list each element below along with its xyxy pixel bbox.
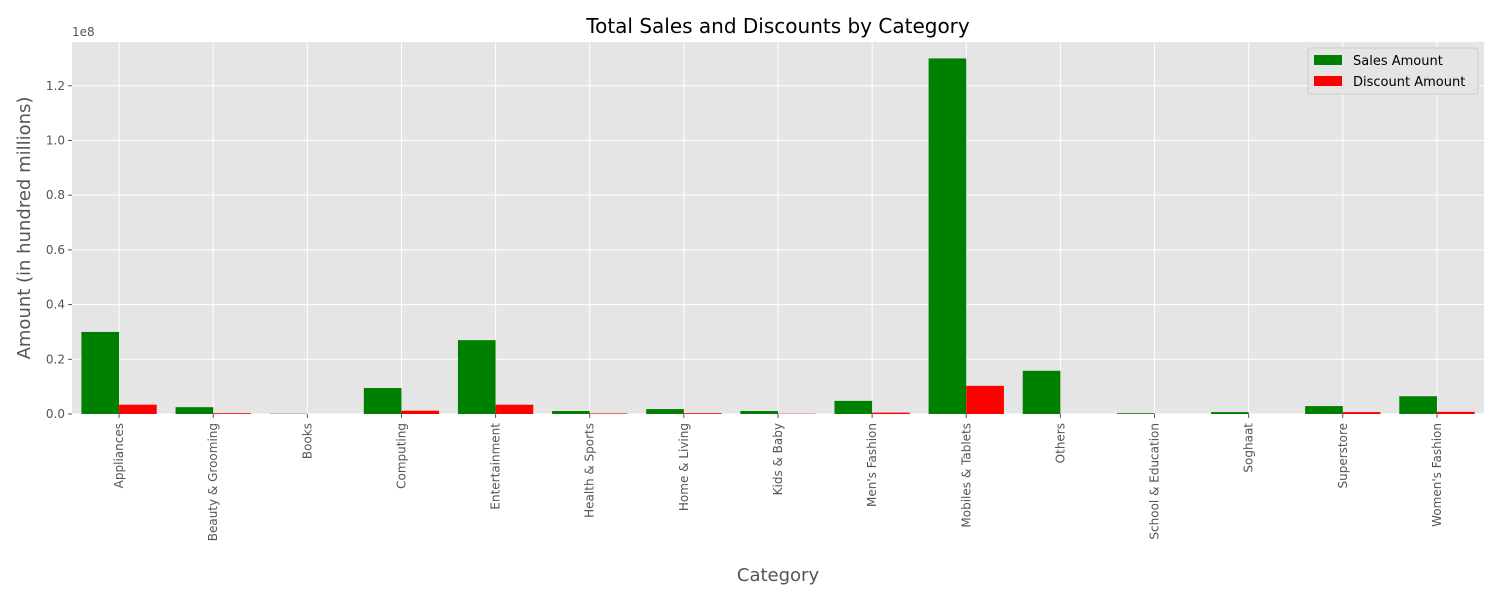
legend: Sales Amount Discount Amount — [1307, 47, 1479, 95]
x-tick-label: Others — [1053, 423, 1067, 463]
bar-sales — [175, 407, 214, 414]
bar-sales — [1211, 412, 1249, 414]
bar-discount — [872, 412, 910, 414]
y-tick-label: 0.8 — [46, 188, 65, 202]
x-tick-label: Kids & Baby — [771, 423, 785, 495]
x-tick-label: Appliances — [112, 423, 126, 488]
legend-label: Sales Amount — [1353, 54, 1443, 69]
legend-label: Discount Amount — [1353, 75, 1465, 90]
y-tick-label: 1.0 — [46, 133, 65, 147]
bar-discount — [213, 413, 251, 414]
y-tick-label: 1.2 — [46, 79, 65, 93]
y-offset-label: 1e8 — [72, 25, 95, 39]
bar-discount — [1436, 411, 1475, 414]
x-axis-title: Category — [737, 565, 820, 586]
x-tick-label: Books — [300, 423, 314, 459]
x-tick-label: Health & Sports — [583, 423, 597, 518]
bar-sales — [740, 410, 778, 414]
y-tick-label: 0.2 — [46, 352, 65, 366]
bar-sales — [363, 388, 402, 414]
y-tick-label: 0.4 — [46, 298, 65, 312]
grid-lines — [72, 42, 1484, 415]
bar-discount — [401, 410, 440, 414]
bar-discount — [1342, 412, 1381, 414]
bar-sales — [1305, 406, 1343, 414]
y-tick-label: 0.0 — [46, 407, 65, 421]
legend-swatch — [1314, 76, 1342, 86]
bar-sales — [1399, 396, 1437, 414]
bar-sales — [81, 331, 120, 414]
bar-discount — [966, 385, 1004, 414]
legend-swatch — [1314, 55, 1342, 65]
bar-discount — [495, 404, 534, 414]
bar-sales — [928, 58, 967, 414]
x-tick-label: Men's Fashion — [865, 423, 879, 507]
y-axis-ticks: 0.0 0.2 0.4 0.6 0.8 1.0 1.2 — [46, 79, 72, 421]
bar-sales — [552, 410, 590, 414]
bar-sales — [646, 409, 684, 414]
x-tick-label: Women's Fashion — [1430, 423, 1444, 527]
bar-sales — [1022, 370, 1061, 414]
x-tick-label: Soghaat — [1242, 423, 1256, 473]
bar-discount — [119, 404, 157, 414]
x-tick-label: Computing — [394, 423, 408, 489]
x-tick-label: Home & Living — [677, 423, 691, 511]
x-tick-label: Superstore — [1336, 423, 1350, 489]
x-tick-label: Mobiles & Tablets — [959, 423, 973, 528]
x-axis-ticks: Appliances Beauty & Grooming Books Computin… — [112, 414, 1444, 541]
bar-sales — [457, 340, 496, 414]
bar-discount — [683, 413, 722, 414]
legend-box — [1307, 47, 1479, 95]
bar-sales — [834, 400, 873, 414]
x-tick-label: Beauty & Grooming — [206, 423, 220, 541]
bar-sales — [1116, 413, 1155, 414]
x-tick-label: School & Education — [1148, 423, 1162, 540]
bar-discount — [589, 413, 628, 414]
y-axis-title: Amount (in hundred millions) — [14, 97, 35, 360]
bars — [81, 58, 1475, 414]
x-tick-label: Entertainment — [489, 423, 503, 510]
chart-title: Total Sales and Discounts by Category — [585, 14, 970, 38]
y-tick-label: 0.6 — [46, 243, 65, 257]
